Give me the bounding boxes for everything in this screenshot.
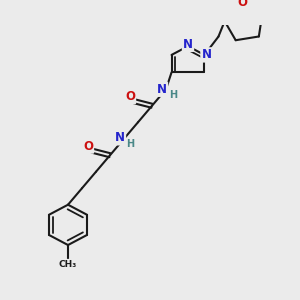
Text: N: N — [157, 83, 167, 96]
Text: CH₃: CH₃ — [59, 260, 77, 269]
Text: O: O — [237, 0, 247, 10]
Text: O: O — [125, 90, 135, 103]
Text: N: N — [202, 48, 212, 62]
Text: O: O — [83, 140, 93, 153]
Text: N: N — [115, 131, 125, 144]
Text: N: N — [183, 38, 193, 51]
Text: H: H — [126, 139, 134, 149]
Text: H: H — [169, 90, 177, 100]
